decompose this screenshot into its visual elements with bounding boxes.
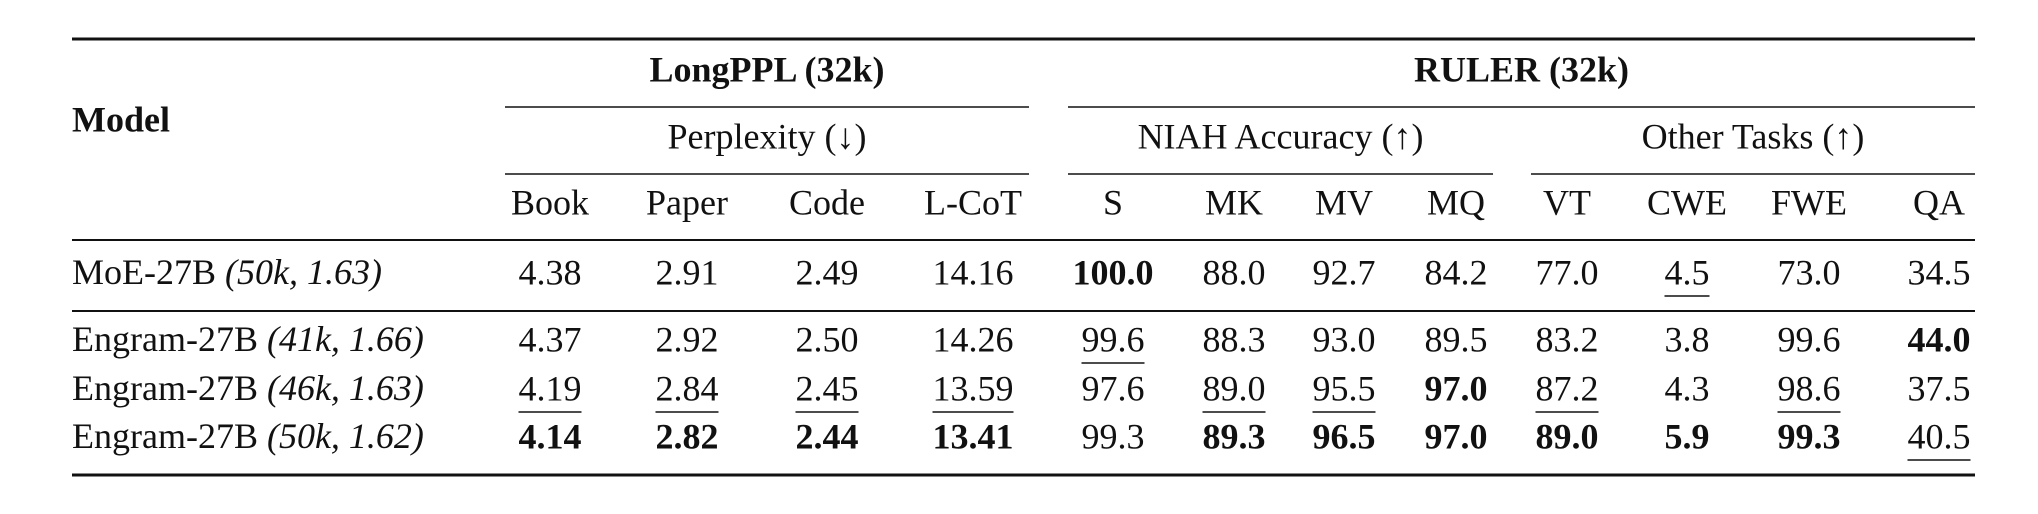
column-header: MK (1205, 182, 1263, 222)
cell: 73.0 (1778, 252, 1841, 292)
cell: 95.5 (1313, 368, 1376, 408)
cell: 40.5 (1908, 416, 1971, 456)
cell: 98.6 (1778, 368, 1841, 408)
column-header: VT (1543, 182, 1591, 222)
cell: 44.0 (1908, 319, 1971, 359)
cell: 97.0 (1425, 368, 1488, 408)
column-header: S (1103, 182, 1123, 222)
cell: 2.82 (656, 416, 719, 456)
cell: 13.41 (933, 416, 1014, 456)
cell: 99.6 (1778, 319, 1841, 359)
model-config: (41k, 1.66) (267, 319, 424, 359)
cell: 97.6 (1082, 368, 1145, 408)
model-name: Engram-27B (72, 368, 258, 408)
cell: 2.92 (656, 319, 719, 359)
cell: 92.7 (1313, 252, 1376, 292)
model-cell: Engram-27B (41k, 1.66) (72, 319, 424, 359)
cell: 93.0 (1313, 319, 1376, 359)
model-cell: Engram-27B (46k, 1.63) (72, 368, 424, 408)
model-name: MoE-27B (72, 252, 216, 292)
cell: 97.0 (1425, 416, 1488, 456)
subgroup-header: Perplexity (↓) (668, 116, 867, 156)
subgroup-header: NIAH Accuracy (↑) (1138, 116, 1424, 156)
cell: 77.0 (1536, 252, 1599, 292)
column-header: QA (1913, 182, 1965, 222)
group-header: RULER (32k) (1414, 49, 1629, 89)
cell: 89.3 (1203, 416, 1266, 456)
subgroup-header: Other Tasks (↑) (1642, 116, 1865, 156)
cell: 88.0 (1203, 252, 1266, 292)
cell: 14.16 (933, 252, 1014, 292)
cell: 34.5 (1908, 252, 1971, 292)
column-header: MV (1315, 182, 1373, 222)
group-header: LongPPL (32k) (649, 49, 884, 89)
cell: 3.8 (1665, 319, 1710, 359)
cell: 89.0 (1203, 368, 1266, 408)
column-header: L-CoT (924, 182, 1022, 222)
model-name: Engram-27B (72, 319, 258, 359)
cell: 89.5 (1425, 319, 1488, 359)
column-header: Paper (646, 182, 728, 222)
cell: 4.3 (1665, 368, 1710, 408)
model-config: (50k, 1.62) (267, 416, 424, 456)
cell: 37.5 (1908, 368, 1971, 408)
cell: 4.19 (519, 368, 582, 408)
cell: 5.9 (1665, 416, 1710, 456)
cell: 2.50 (796, 319, 859, 359)
column-header: Book (511, 182, 589, 222)
cell: 4.14 (519, 416, 582, 456)
model-header: Model (72, 99, 170, 139)
cell: 13.59 (933, 368, 1014, 408)
cell: 2.84 (656, 368, 719, 408)
cell: 4.38 (519, 252, 582, 292)
cell: 2.49 (796, 252, 859, 292)
cell: 14.26 (933, 319, 1014, 359)
column-header: FWE (1771, 182, 1847, 222)
model-name: Engram-27B (72, 416, 258, 456)
cell: 100.0 (1073, 252, 1154, 292)
cell: 87.2 (1536, 368, 1599, 408)
cell: 88.3 (1203, 319, 1266, 359)
model-cell: Engram-27B (50k, 1.62) (72, 416, 424, 456)
column-header: CWE (1647, 182, 1727, 222)
cell: 2.91 (656, 252, 719, 292)
cell: 96.5 (1313, 416, 1376, 456)
cell: 2.45 (796, 368, 859, 408)
cell: 83.2 (1536, 319, 1599, 359)
cell: 4.37 (519, 319, 582, 359)
cell: 99.3 (1082, 416, 1145, 456)
cell: 99.6 (1082, 319, 1145, 359)
cell: 2.44 (796, 416, 859, 456)
cell: 84.2 (1425, 252, 1488, 292)
column-header: Code (789, 182, 865, 222)
model-config: (50k, 1.63) (225, 252, 382, 292)
column-header: MQ (1427, 182, 1485, 222)
model-cell: MoE-27B (50k, 1.63) (72, 252, 382, 292)
cell: 4.5 (1665, 252, 1710, 292)
cell: 99.3 (1778, 416, 1841, 456)
cell: 89.0 (1536, 416, 1599, 456)
model-config: (46k, 1.63) (267, 368, 424, 408)
